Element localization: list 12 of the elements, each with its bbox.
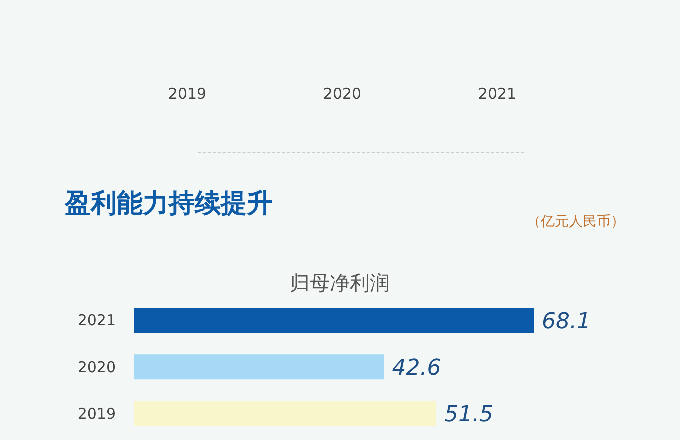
chart-subtitle: 归母净利润	[289, 270, 391, 297]
text: （亿元人民币）	[527, 213, 625, 231]
category-label: 2020	[323, 85, 362, 103]
data-label: 68.1	[542, 309, 591, 334]
y-tick-label: 2021	[78, 312, 116, 330]
data-label: 51.5	[444, 402, 494, 428]
data-label: 42.6	[392, 356, 442, 381]
category-label: 2019	[168, 85, 207, 103]
category-label: 2021	[478, 85, 517, 103]
y-tick-label: 2019	[78, 404, 116, 423]
y-tick-label: 2020	[78, 358, 116, 376]
chart-title: 盈利能力持续提升	[65, 188, 273, 221]
